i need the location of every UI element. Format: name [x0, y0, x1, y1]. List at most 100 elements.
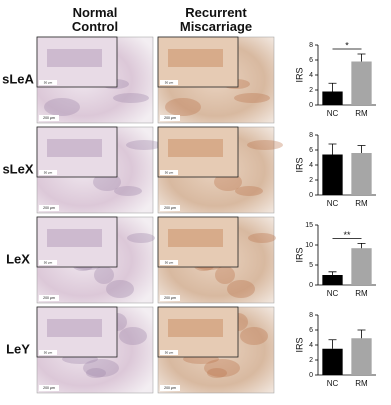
y-tick-label: 2: [309, 87, 313, 94]
inset-tissue: [168, 49, 223, 67]
y-tick-label: 0: [309, 102, 313, 109]
y-tick-label: 5: [309, 262, 313, 269]
scale-box: [160, 295, 180, 301]
y-tick-label: 2: [309, 177, 313, 184]
inset-tissue: [47, 139, 102, 157]
tissue: [215, 266, 235, 284]
inset: [157, 216, 239, 268]
x-tick-label: RM: [355, 199, 368, 208]
tissue: [106, 280, 134, 298]
inset-tissue: [47, 49, 102, 67]
scale-box: [160, 205, 180, 211]
tissue: [204, 359, 240, 377]
tissue: [235, 186, 263, 196]
scale-box: [160, 350, 178, 355]
tissue: [248, 233, 276, 243]
y-axis-label: IRS: [294, 67, 304, 82]
scale-box: [160, 260, 178, 265]
row-label: LeY: [6, 341, 30, 356]
inset: [157, 36, 239, 88]
scale-box: [160, 170, 178, 175]
bar: [322, 154, 343, 195]
y-tick-label: 8: [309, 42, 313, 49]
tissue: [44, 98, 80, 116]
x-tick-label: RM: [355, 379, 368, 388]
scale-label: 200 μm: [164, 296, 176, 300]
tissue: [214, 173, 242, 191]
y-tick-label: 6: [309, 147, 313, 154]
error-bar: [328, 339, 337, 349]
row-label: sLeX: [2, 161, 33, 176]
micrograph: 50 μm 200 μm: [157, 36, 275, 124]
scale-box: [39, 170, 57, 175]
micrograph: 50 μm 200 μm: [36, 216, 155, 304]
error-bar: [357, 243, 366, 249]
tissue: [86, 368, 106, 378]
error-bar: [328, 82, 337, 92]
y-tick-label: 0: [309, 372, 313, 379]
tissue: [207, 368, 227, 378]
y-tick-label: 8: [309, 132, 313, 139]
error-bar: [357, 145, 366, 153]
micrograph: 50 μm 200 μm: [157, 126, 283, 214]
scale-label: 200 μm: [43, 296, 55, 300]
row-label: sLeA: [2, 71, 34, 86]
y-tick-label: 4: [309, 342, 313, 349]
scale-label: 200 μm: [43, 386, 55, 390]
scale-label: 200 μm: [164, 206, 176, 210]
error-bar: [357, 53, 366, 62]
scale-box: [160, 115, 180, 121]
y-tick-label: 4: [309, 72, 313, 79]
y-tick-label: 4: [309, 162, 313, 169]
bar: [351, 61, 372, 105]
y-axis-label: IRS: [294, 247, 304, 262]
inset-tissue: [47, 319, 102, 337]
y-tick-label: 15: [305, 222, 313, 229]
column-header: Normal Control: [72, 5, 118, 34]
scale-box: [39, 350, 57, 355]
x-tick-label: NC: [327, 199, 339, 208]
inset: [36, 126, 118, 178]
inset: [157, 306, 239, 358]
bar: [351, 153, 372, 195]
inset-tissue: [168, 139, 223, 157]
y-tick-label: 0: [309, 282, 313, 289]
bar: [351, 338, 372, 375]
bar: [351, 248, 372, 285]
scale-label: 50 μm: [44, 170, 53, 174]
column-header: Recurrent Miscarriage: [180, 5, 252, 34]
bar: [322, 91, 343, 105]
tissue: [94, 266, 114, 284]
tissue: [119, 327, 147, 345]
micrograph: 50 μm 200 μm: [36, 126, 162, 214]
significance-label: *: [345, 40, 349, 50]
scale-label: 50 μm: [165, 80, 174, 84]
scale-label: 200 μm: [43, 206, 55, 210]
inset: [36, 306, 118, 358]
x-tick-label: NC: [327, 379, 339, 388]
scale-box: [160, 80, 178, 85]
inset-tissue: [168, 319, 223, 337]
bar: [322, 348, 343, 375]
scale-label: 50 μm: [44, 80, 53, 84]
y-tick-label: 6: [309, 57, 313, 64]
scale-box: [39, 385, 59, 391]
inset-tissue: [168, 229, 223, 247]
tissue: [93, 173, 121, 191]
inset-tissue: [47, 229, 102, 247]
tissue: [126, 140, 162, 150]
scale-box: [160, 385, 180, 391]
x-tick-label: RM: [355, 109, 368, 118]
scale-box: [39, 115, 59, 121]
tissue: [227, 280, 255, 298]
scale-box: [39, 295, 59, 301]
x-tick-label: NC: [327, 289, 339, 298]
y-tick-label: 6: [309, 327, 313, 334]
scale-label: 200 μm: [164, 116, 176, 120]
bar: [322, 275, 343, 285]
significance-label: **: [343, 230, 351, 240]
x-tick-label: NC: [327, 109, 339, 118]
row-label: LeX: [6, 251, 30, 266]
tissue: [234, 93, 270, 103]
